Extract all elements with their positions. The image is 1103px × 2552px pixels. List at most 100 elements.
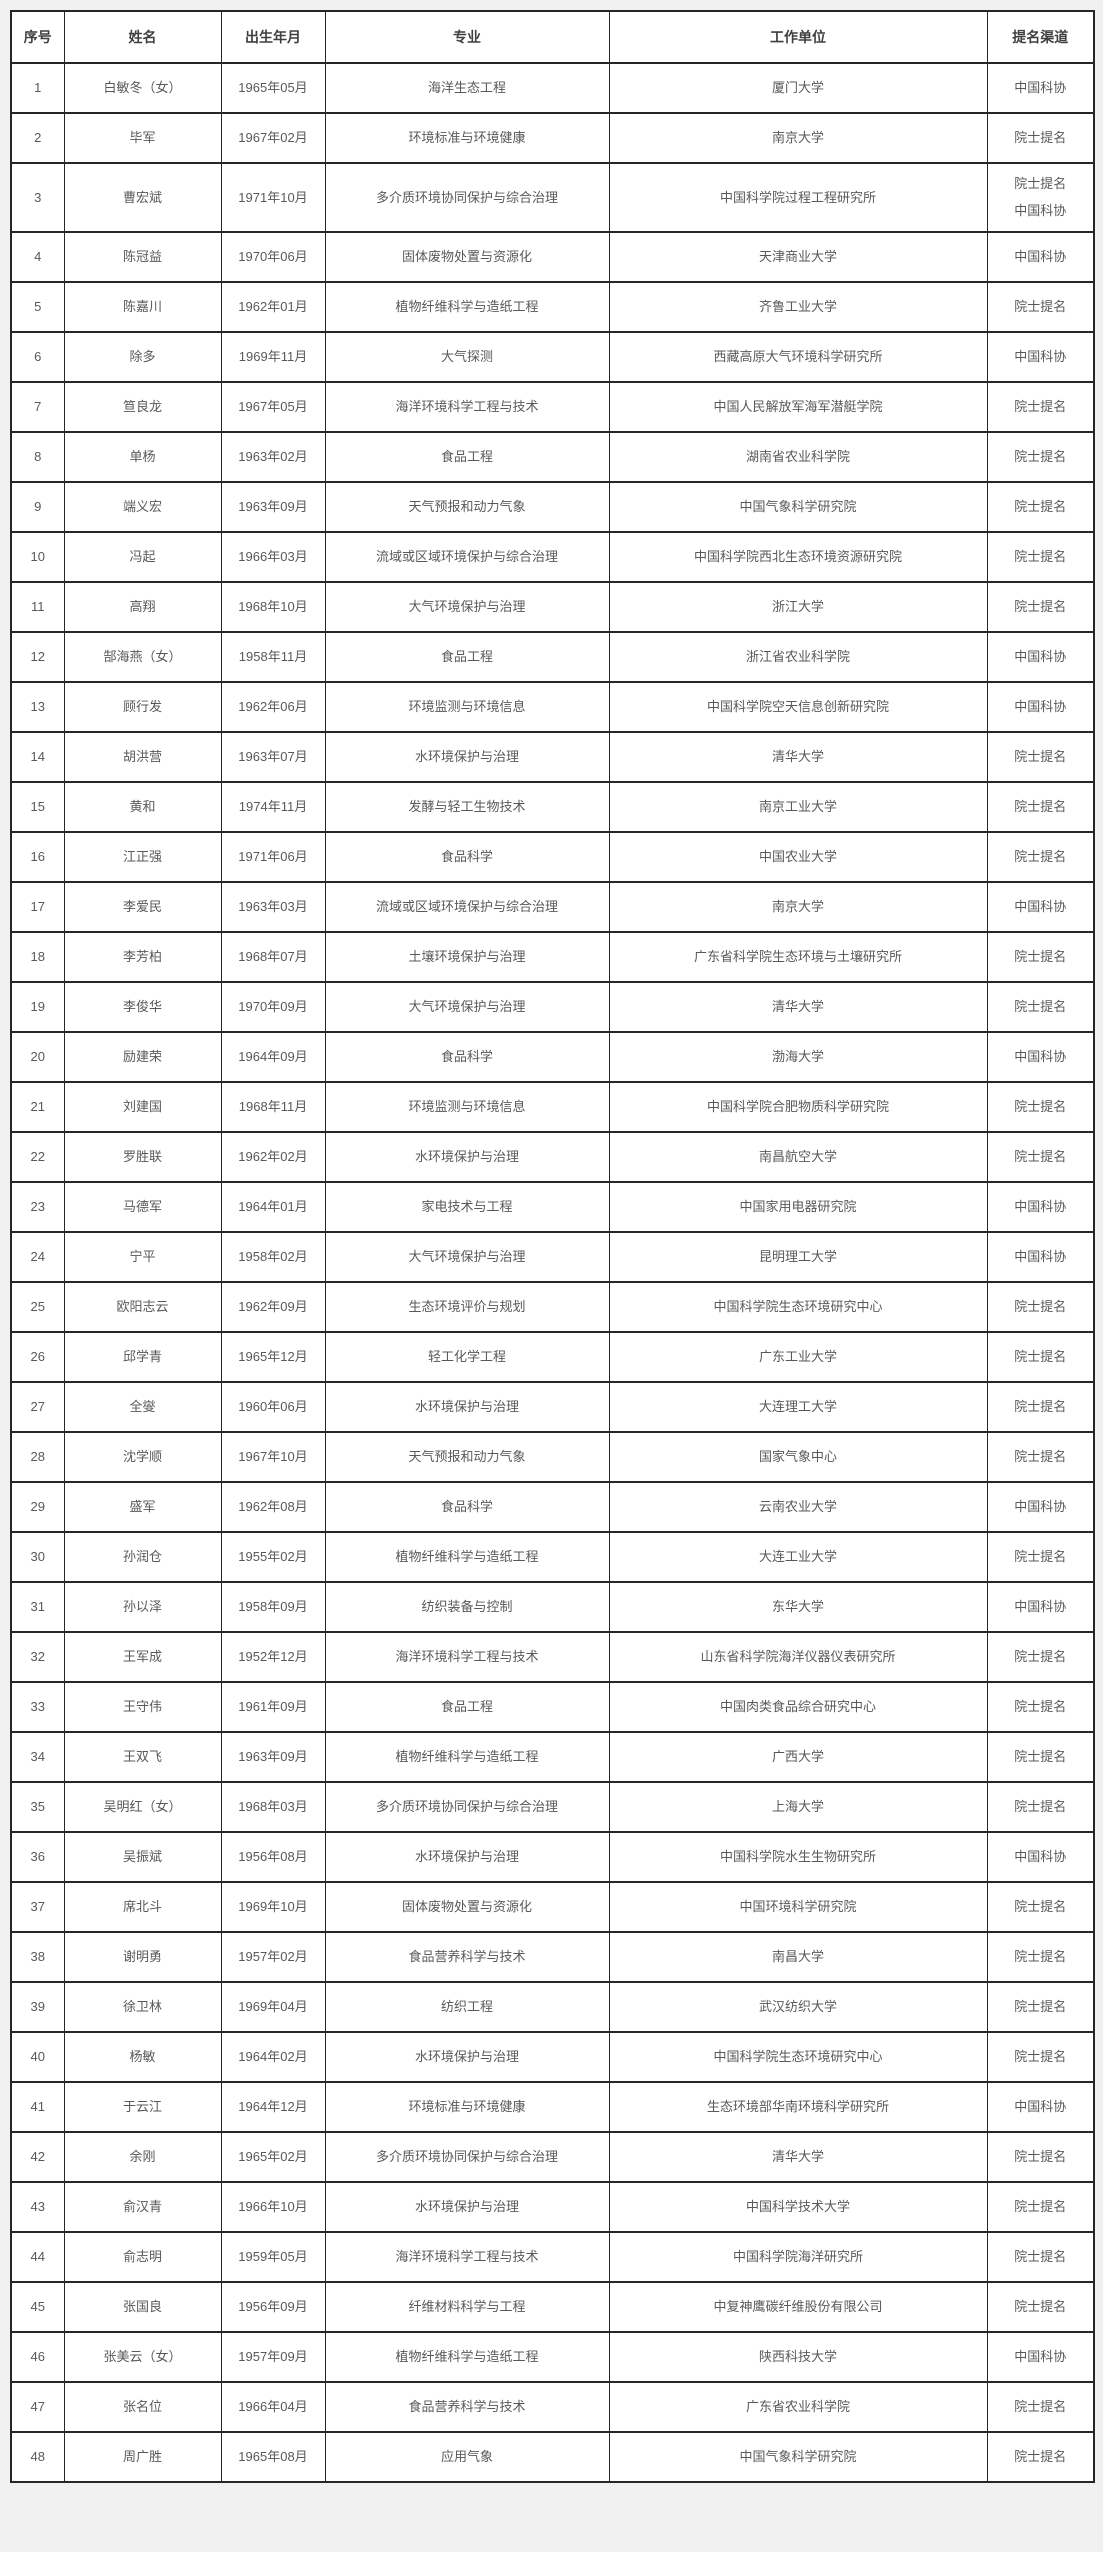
cell-birth-date: 1958年09月 bbox=[220, 1581, 326, 1634]
cell-birth-date: 1958年02月 bbox=[220, 1231, 326, 1284]
cell-birth-date: 1970年09月 bbox=[220, 981, 326, 1034]
cell-birth-date: 1958年11月 bbox=[220, 631, 326, 684]
cell-nomination-channel: 院士提名 bbox=[986, 1881, 1095, 1934]
cell-serial: 1 bbox=[10, 62, 65, 114]
cell-work-unit: 东华大学 bbox=[608, 1581, 988, 1634]
cell-specialty: 食品科学 bbox=[324, 1031, 610, 1084]
cell-work-unit: 浙江大学 bbox=[608, 581, 988, 634]
cell-birth-date: 1956年08月 bbox=[220, 1831, 326, 1884]
table-row: 16 江正强 1971年06月 食品科学 中国农业大学 院士提名 bbox=[10, 831, 1095, 884]
table-row: 12 郜海燕（女） 1958年11月 食品工程 浙江省农业科学院 中国科协 bbox=[10, 631, 1095, 684]
cell-birth-date: 1962年09月 bbox=[220, 1281, 326, 1334]
cell-serial: 20 bbox=[10, 1031, 65, 1084]
table-row: 8 单杨 1963年02月 食品工程 湖南省农业科学院 院士提名 bbox=[10, 431, 1095, 484]
cell-specialty: 环境标准与环境健康 bbox=[324, 2081, 610, 2134]
cell-specialty: 流域或区域环境保护与综合治理 bbox=[324, 881, 610, 934]
column-header-serial: 序号 bbox=[10, 10, 65, 64]
column-header-name: 姓名 bbox=[63, 10, 222, 64]
cell-work-unit: 山东省科学院海洋仪器仪表研究所 bbox=[608, 1631, 988, 1684]
cell-birth-date: 1956年09月 bbox=[220, 2281, 326, 2334]
cell-specialty: 大气环境保护与治理 bbox=[324, 981, 610, 1034]
cell-serial: 11 bbox=[10, 581, 65, 634]
cell-serial: 48 bbox=[10, 2431, 65, 2484]
table-row: 29 盛军 1962年08月 食品科学 云南农业大学 中国科协 bbox=[10, 1481, 1095, 1534]
cell-work-unit: 上海大学 bbox=[608, 1781, 988, 1834]
cell-serial: 24 bbox=[10, 1231, 65, 1284]
cell-birth-date: 1957年09月 bbox=[220, 2331, 326, 2384]
cell-serial: 27 bbox=[10, 1381, 65, 1434]
cell-nomination-channel: 中国科协 bbox=[986, 881, 1095, 934]
cell-serial: 23 bbox=[10, 1181, 65, 1234]
cell-specialty: 土壤环境保护与治理 bbox=[324, 931, 610, 984]
cell-name: 谢明勇 bbox=[63, 1931, 222, 1984]
table-row: 39 徐卫林 1969年04月 纺织工程 武汉纺织大学 院士提名 bbox=[10, 1981, 1095, 2034]
cell-name: 徐卫林 bbox=[63, 1981, 222, 2034]
table-row: 24 宁平 1958年02月 大气环境保护与治理 昆明理工大学 中国科协 bbox=[10, 1231, 1095, 1284]
cell-work-unit: 大连理工大学 bbox=[608, 1381, 988, 1434]
header-row: 序号 姓名 出生年月 专业 工作单位 提名渠道 bbox=[10, 10, 1095, 64]
cell-name: 欧阳志云 bbox=[63, 1281, 222, 1334]
nomination-channel-line: 中国科协 bbox=[1014, 203, 1067, 219]
cell-nomination-channel: 院士提名 bbox=[986, 1381, 1095, 1434]
cell-serial: 5 bbox=[10, 281, 65, 334]
cell-serial: 42 bbox=[10, 2131, 65, 2184]
cell-specialty: 植物纤维科学与造纸工程 bbox=[324, 281, 610, 334]
cell-name: 吴振斌 bbox=[63, 1831, 222, 1884]
table-row: 9 端义宏 1963年09月 天气预报和动力气象 中国气象科学研究院 院士提名 bbox=[10, 481, 1095, 534]
cell-birth-date: 1952年12月 bbox=[220, 1631, 326, 1684]
cell-serial: 8 bbox=[10, 431, 65, 484]
cell-work-unit: 南昌大学 bbox=[608, 1931, 988, 1984]
cell-birth-date: 1969年04月 bbox=[220, 1981, 326, 2034]
cell-name: 邱学青 bbox=[63, 1331, 222, 1384]
table-row: 14 胡洪营 1963年07月 水环境保护与治理 清华大学 院士提名 bbox=[10, 731, 1095, 784]
cell-nomination-channel: 院士提名 bbox=[986, 1681, 1095, 1734]
cell-work-unit: 武汉纺织大学 bbox=[608, 1981, 988, 2034]
cell-specialty: 海洋环境科学工程与技术 bbox=[324, 381, 610, 434]
cell-nomination-channel: 院士提名 bbox=[986, 2031, 1095, 2084]
cell-birth-date: 1970年06月 bbox=[220, 231, 326, 284]
table-row: 11 高翔 1968年10月 大气环境保护与治理 浙江大学 院士提名 bbox=[10, 581, 1095, 634]
cell-serial: 32 bbox=[10, 1631, 65, 1684]
cell-nomination-channel: 院士提名 bbox=[986, 2131, 1095, 2184]
cell-specialty: 水环境保护与治理 bbox=[324, 1831, 610, 1884]
column-header-nomination-channel: 提名渠道 bbox=[986, 10, 1095, 64]
cell-work-unit: 国家气象中心 bbox=[608, 1431, 988, 1484]
cell-specialty: 环境标准与环境健康 bbox=[324, 112, 610, 164]
cell-specialty: 发酵与轻工生物技术 bbox=[324, 781, 610, 834]
cell-serial: 47 bbox=[10, 2381, 65, 2434]
cell-specialty: 生态环境评价与规划 bbox=[324, 1281, 610, 1334]
cell-specialty: 天气预报和动力气象 bbox=[324, 1431, 610, 1484]
cell-work-unit: 中国家用电器研究院 bbox=[608, 1181, 988, 1234]
cell-serial: 16 bbox=[10, 831, 65, 884]
cell-work-unit: 中国肉类食品综合研究中心 bbox=[608, 1681, 988, 1734]
cell-name: 盛军 bbox=[63, 1481, 222, 1534]
cell-serial: 26 bbox=[10, 1331, 65, 1384]
cell-name: 曹宏斌 bbox=[63, 161, 222, 234]
cell-name: 马德军 bbox=[63, 1181, 222, 1234]
cell-serial: 33 bbox=[10, 1681, 65, 1734]
cell-work-unit: 齐鲁工业大学 bbox=[608, 281, 988, 334]
table-row: 15 黄和 1974年11月 发酵与轻工生物技术 南京工业大学 院士提名 bbox=[10, 781, 1095, 834]
cell-work-unit: 中国科学院过程工程研究所 bbox=[608, 161, 988, 234]
cell-name: 李俊华 bbox=[63, 981, 222, 1034]
cell-name: 刘建国 bbox=[63, 1081, 222, 1134]
cell-birth-date: 1965年08月 bbox=[220, 2431, 326, 2484]
cell-work-unit: 湖南省农业科学院 bbox=[608, 431, 988, 484]
cell-serial: 19 bbox=[10, 981, 65, 1034]
cell-serial: 25 bbox=[10, 1281, 65, 1334]
cell-serial: 34 bbox=[10, 1731, 65, 1784]
cell-name: 黄和 bbox=[63, 781, 222, 834]
table-row: 45 张国良 1956年09月 纤维材料科学与工程 中复神鹰碳纤维股份有限公司 … bbox=[10, 2281, 1095, 2334]
cell-specialty: 纺织工程 bbox=[324, 1981, 610, 2034]
cell-nomination-channel: 中国科协 bbox=[986, 331, 1095, 384]
table-row: 44 俞志明 1959年05月 海洋环境科学工程与技术 中国科学院海洋研究所 院… bbox=[10, 2231, 1095, 2284]
table-row: 19 李俊华 1970年09月 大气环境保护与治理 清华大学 院士提名 bbox=[10, 981, 1095, 1034]
cell-work-unit: 广东工业大学 bbox=[608, 1331, 988, 1384]
table-row: 27 全燮 1960年06月 水环境保护与治理 大连理工大学 院士提名 bbox=[10, 1381, 1095, 1434]
cell-name: 杨敏 bbox=[63, 2031, 222, 2084]
cell-nomination-channel: 院士提名 bbox=[986, 281, 1095, 334]
nominees-table-container: 序号 姓名 出生年月 专业 工作单位 提名渠道 1 白敏冬（女） 1965年05… bbox=[10, 10, 1095, 2484]
cell-serial: 30 bbox=[10, 1531, 65, 1584]
table-row: 2 毕军 1967年02月 环境标准与环境健康 南京大学 院士提名 bbox=[10, 112, 1095, 164]
cell-birth-date: 1967年10月 bbox=[220, 1431, 326, 1484]
